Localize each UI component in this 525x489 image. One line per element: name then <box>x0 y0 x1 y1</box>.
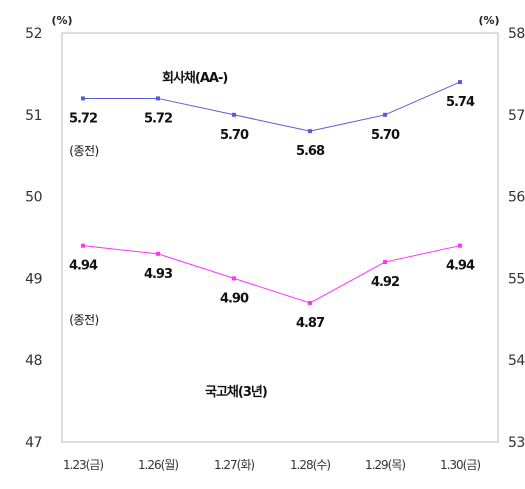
data-point <box>81 243 85 248</box>
right-tick-label: 57 <box>508 108 525 124</box>
data-point <box>458 243 462 248</box>
series-label-corporate: 회사채(AA-) <box>162 70 227 86</box>
data-point <box>383 260 387 265</box>
x-tick-label: 1.23(금) <box>63 458 103 472</box>
data-label: 4.94 <box>69 259 98 274</box>
data-point <box>232 112 236 117</box>
left-tick-label: 51 <box>25 108 42 124</box>
left-tick-label: 50 <box>25 190 42 206</box>
data-label: 4.92 <box>371 275 399 290</box>
right-tick-label: 53 <box>508 435 525 451</box>
annotation-previous-treasury: (종전) <box>69 313 98 327</box>
left-tick-label: 47 <box>25 435 42 451</box>
data-point <box>156 251 160 256</box>
data-point <box>308 129 312 134</box>
left-axis: 47 48 49 50 51 52 <box>25 26 42 451</box>
data-label: 5.72 <box>144 111 172 126</box>
left-tick-label: 49 <box>25 271 42 287</box>
data-label: 5.70 <box>371 128 400 143</box>
data-point <box>308 300 312 305</box>
x-tick-label: 1.29(목) <box>365 458 405 472</box>
series-line <box>83 81 461 132</box>
series-line <box>82 245 461 304</box>
data-label: 5.72 <box>69 111 97 126</box>
right-tick-label: 58 <box>508 26 525 42</box>
x-tick-label: 1.26(월) <box>138 458 178 472</box>
left-tick-label: 52 <box>25 26 42 42</box>
right-tick-label: 56 <box>508 190 525 206</box>
annotation-previous-corporate: (종전) <box>69 144 98 158</box>
data-point <box>458 80 462 85</box>
x-axis: 1.23(금) 1.26(월) 1.27(화) 1.28(수) 1.29(목) 1.30(… <box>63 458 481 472</box>
data-label: 5.74 <box>446 95 475 110</box>
series-label-treasury: 국고채(3년) <box>205 385 267 400</box>
data-label: 4.87 <box>296 316 325 331</box>
left-tick-label: 48 <box>25 353 42 369</box>
x-tick-label: 1.28(수) <box>290 458 330 472</box>
data-point <box>232 276 236 281</box>
right-axis-unit: (%) <box>478 14 499 27</box>
right-axis: 53 54 55 56 57 58 <box>508 26 525 451</box>
data-label: 5.68 <box>296 144 325 159</box>
series-layer: 5.72 5.72 5.70 5.68 5.70 5.74 4.94 4.93 4.90 4.87… <box>69 80 476 331</box>
data-label: 4.94 <box>446 259 475 274</box>
plot-frame <box>61 32 499 443</box>
data-point <box>81 96 85 101</box>
data-label: 5.70 <box>220 128 249 143</box>
left-axis-unit: (%) <box>51 14 72 27</box>
right-tick-label: 55 <box>508 271 525 287</box>
data-label: 4.90 <box>220 291 249 306</box>
data-label: 4.93 <box>144 267 173 282</box>
data-point <box>156 96 160 101</box>
right-tick-label: 54 <box>508 353 525 369</box>
x-tick-label: 1.27(화) <box>214 458 254 472</box>
data-point <box>383 112 387 117</box>
x-tick-label: 1.30(금) <box>440 458 480 472</box>
